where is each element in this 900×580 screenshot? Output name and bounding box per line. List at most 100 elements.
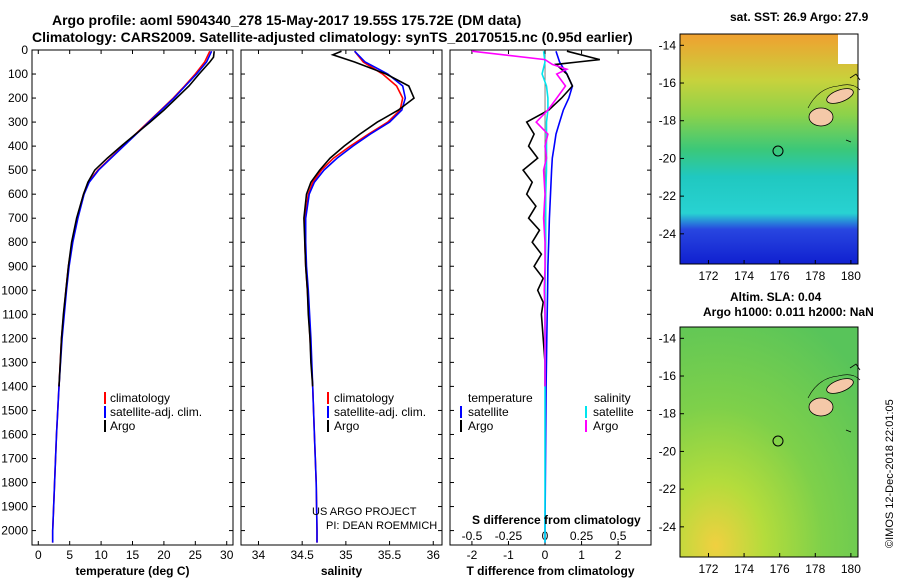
legend-swatch-climatology: [327, 392, 329, 404]
map-lat-tick-label: -22: [659, 189, 677, 203]
sla-map-title-2: Argo h1000: 0.011 h2000: NaN: [703, 305, 874, 319]
reef-outline: [807, 84, 861, 109]
island-viti-levu: [808, 397, 834, 417]
series-line-temperature-satellite: [544, 50, 574, 543]
legend-label-satellite: satellite-adj. clim.: [334, 405, 426, 419]
series-line-satellite-adj-clim-: [51, 50, 213, 543]
legend-label-argo: Argo: [334, 419, 360, 433]
x-axis-label: salinity: [321, 564, 363, 578]
credit-line-1: US ARGO PROJECT: [312, 506, 417, 518]
sst-map: [679, 33, 861, 265]
sst-map-field: [680, 34, 858, 264]
x-tick-label: 5: [66, 548, 73, 562]
map-lat-tick-label: -24: [659, 520, 677, 534]
map-lon-tick-label: 180: [841, 269, 861, 283]
depth-tick-label: 2000: [1, 524, 28, 538]
sla-map-title-1: Altim. SLA: 0.04: [730, 290, 822, 304]
legend-label-climatology: climatology: [110, 391, 170, 405]
island-vanua-levu: [826, 378, 854, 394]
depth-tick-label: 800: [8, 235, 28, 249]
x-tick-label: 35: [339, 548, 353, 562]
depth-tick-label: 1900: [1, 500, 28, 514]
legend-swatch-temp-satellite: [460, 406, 462, 418]
temperature-legend: climatology satellite-adj. clim. Argo: [104, 391, 202, 433]
argo-position-marker-sla: [772, 435, 784, 447]
x-axis-label: temperature (deg C): [75, 564, 189, 578]
x-tick-label: 1: [578, 548, 585, 562]
sst-map-title: sat. SST: 26.9 Argo: 27.9: [730, 10, 869, 24]
salinity-panel: 34 34.5 35 35.5 36 salinity: [240, 49, 443, 578]
island-viti-levu: [808, 107, 834, 127]
legend-label-climatology: climatology: [334, 391, 394, 405]
depth-tick-label: 400: [8, 139, 28, 153]
legend-label-temp-argo: Argo: [468, 419, 494, 433]
series-line-salinity-argo: [471, 50, 570, 387]
legend-swatch-argo: [327, 420, 329, 432]
sst-map-frame: [679, 33, 859, 265]
map-lon-tick-label: 180: [841, 562, 861, 576]
depth-tick-label: 0: [21, 43, 28, 57]
map-lat-tick-label: -16: [659, 369, 677, 383]
legend-title-temperature: temperature: [468, 391, 533, 405]
x-tick-label: 0: [542, 548, 549, 562]
x-tick-label: 15: [126, 548, 140, 562]
small-islands: [845, 363, 861, 433]
depth-tick-label: 1300: [1, 355, 28, 369]
x-tick-label: -2: [467, 548, 478, 562]
series-line-argo: [303, 50, 415, 387]
map-lon-tick-label: 172: [698, 562, 718, 576]
series-line-argo: [58, 51, 215, 387]
map-lon-tick-label: 178: [805, 269, 825, 283]
legend-swatch-sal-argo: [585, 420, 587, 432]
sla-map-frame: [679, 326, 859, 558]
legend-swatch-temp-argo: [460, 420, 462, 432]
x-tick-label: 20: [157, 548, 171, 562]
imos-watermark: ©IMOS 12-Dec-2018 22:01:05: [884, 399, 896, 548]
legend-swatch-climatology: [104, 392, 106, 404]
legend-swatch-sal-satellite: [585, 406, 587, 418]
salinity-legend: climatology satellite-adj. clim. Argo: [327, 391, 426, 433]
header-line-2: Climatology: CARS2009. Satellite-adjuste…: [32, 29, 633, 45]
map-axes: 172 174 176 178 180 -14 -16 -18 -20 -22 -24 172 174 1…: [659, 38, 862, 576]
depth-tick-label: 1100: [2, 307, 28, 321]
depth-tick-label: 1200: [1, 331, 28, 345]
sla-map-field: [680, 327, 858, 557]
depth-axis: 0 100 200 300 400 500 600 700 800 900 1000 1100 1200…: [1, 43, 28, 538]
x-tick-label: 0: [35, 548, 42, 562]
x-tick-label: 36: [427, 548, 441, 562]
argo-position-marker-sst: [772, 145, 784, 157]
depth-tick-label: 1500: [1, 403, 28, 417]
depth-tick-label: 700: [8, 211, 28, 225]
x-tick-label: 10: [94, 548, 108, 562]
depth-tick-label: 200: [8, 91, 28, 105]
map-lat-tick-label: -20: [659, 151, 677, 165]
map-lat-tick-label: -16: [659, 76, 677, 90]
map-lon-tick-label: 172: [698, 269, 718, 283]
small-islands: [845, 73, 861, 143]
temperature-panel: 0 5 10 15 20 25 30 temperature (deg C): [31, 49, 234, 578]
map-lon-tick-label: 176: [770, 562, 790, 576]
difference-legend: temperature salinity satellite Argo sate…: [460, 391, 634, 433]
salinity-diff-tick-label: 0.5: [610, 529, 627, 543]
map-lat-tick-label: -14: [659, 331, 677, 345]
depth-tick-label: 1400: [1, 379, 28, 393]
legend-label-argo: Argo: [110, 419, 136, 433]
depth-tick-label: 900: [8, 259, 28, 273]
x-tick-label: 34.5: [290, 548, 314, 562]
depth-tick-label: 500: [8, 163, 28, 177]
salinity-diff-tick-label: 0.25: [570, 529, 594, 543]
depth-tick-label: 1000: [1, 283, 28, 297]
credit-line-2: PI: DEAN ROEMMICH: [326, 520, 437, 532]
salinity-diff-tick-label: -0.25: [495, 529, 523, 543]
map-lat-tick-label: -18: [659, 407, 677, 421]
depth-tick-label: 1800: [1, 476, 28, 490]
x-axis-label: T difference from climatology: [466, 564, 634, 578]
header-line-1: Argo profile: aoml 5904340_278 15-May-20…: [52, 12, 522, 28]
map-lat-tick-label: -14: [659, 38, 677, 52]
difference-panel: -2 -1 0 1 2-0.5 -0.25 0 0.25 0.5T difference fro…: [449, 49, 652, 578]
map-lat-tick-label: -20: [659, 444, 677, 458]
depth-tick-label: 100: [8, 67, 28, 81]
depth-tick-label: 1700: [1, 451, 28, 465]
legend-swatch-satellite: [104, 406, 106, 418]
